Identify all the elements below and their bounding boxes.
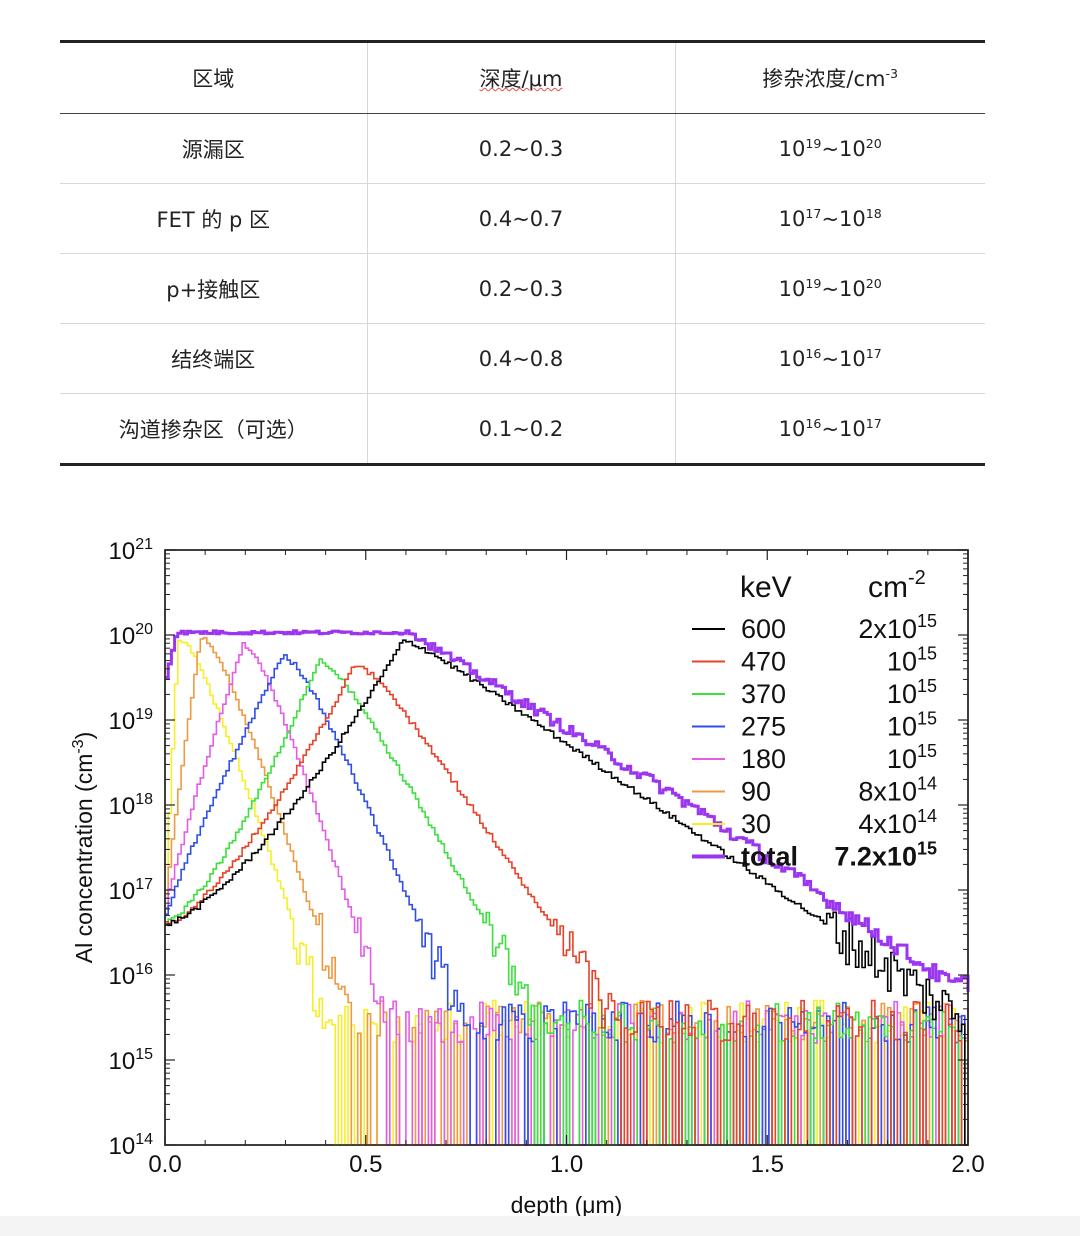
y-tick-label: 1014 <box>109 1131 154 1160</box>
y-tick-label: 1017 <box>109 876 154 905</box>
y-tick-label: 1020 <box>109 621 154 650</box>
conc-tilde: ~ <box>821 136 840 161</box>
cell-depth: 0.4~0.8 <box>366 323 676 394</box>
legend-energy-total: total <box>741 842 798 872</box>
header-concentration-sup: -3 <box>885 66 899 81</box>
x-tick-label: 0.0 <box>148 1151 181 1178</box>
y-tick-label: 1019 <box>109 706 154 735</box>
legend-dose-90: 8x1014 <box>858 774 937 807</box>
cell-region: 结终端区 <box>60 323 368 394</box>
doping-table-container: 区域 深度/μm 掺杂浓度/cm-3 源漏区 0.2~0.3 1019~1020 FE… <box>60 40 985 466</box>
cell-concentration: 1017~1018 <box>674 183 985 254</box>
table-body: 源漏区 0.2~0.3 1019~1020 FET 的 p 区 0.4~0.7 1017~… <box>60 113 985 466</box>
conc-tilde: ~ <box>821 276 840 301</box>
conc-exp-low: 19 <box>805 275 822 291</box>
conc-exp-high: 20 <box>865 135 882 151</box>
cell-concentration: 1016~1017 <box>674 393 985 466</box>
legend-energy-600: 600 <box>741 614 786 644</box>
cell-depth: 0.4~0.7 <box>366 183 676 254</box>
cell-region: FET 的 p 区 <box>60 183 368 254</box>
series-line-total <box>165 629 970 992</box>
legend-dose-470: 1015 <box>887 644 937 677</box>
series-line-600 <box>165 639 968 1146</box>
legend-dose-180: 1015 <box>887 741 937 774</box>
table-row: p+接触区 0.2~0.3 1019~1020 <box>60 253 985 324</box>
table-row: 结终端区 0.4~0.8 1016~1017 <box>60 323 985 394</box>
conc-exp-high: 18 <box>865 205 882 221</box>
legend-dose-275: 1015 <box>887 709 937 742</box>
y-tick-label: 1021 <box>109 536 154 565</box>
conc-base-low: 10 <box>778 206 806 231</box>
conc-base-high: 10 <box>839 136 866 161</box>
conc-exp-low: 17 <box>805 205 822 221</box>
series-line-370 <box>165 658 969 1146</box>
cell-concentration: 1019~1020 <box>674 113 985 184</box>
conc-base-high: 10 <box>839 346 866 371</box>
header-concentration-text: 掺杂浓度/cm <box>762 67 886 91</box>
table-header-row: 区域 深度/μm 掺杂浓度/cm-3 <box>60 41 985 114</box>
series-line-275 <box>165 654 969 1146</box>
cell-region: p+接触区 <box>60 253 368 324</box>
table-row: FET 的 p 区 0.4~0.7 1017~1018 <box>60 183 985 254</box>
conc-exp-high: 20 <box>865 275 882 291</box>
header-concentration: 掺杂浓度/cm-3 <box>674 41 985 114</box>
legend-dose-600: 2x1015 <box>858 611 937 644</box>
conc-exp-high: 17 <box>865 415 882 431</box>
y-tick-label: 1015 <box>109 1046 154 1075</box>
conc-base-low: 10 <box>778 136 806 161</box>
table-row: 沟道掺杂区（可选） 0.1~0.2 1016~1017 <box>60 393 985 466</box>
conc-base-high: 10 <box>839 206 866 231</box>
legend-energy-180: 180 <box>741 744 786 774</box>
implant-profile-chart: 1014 1015 1016 1017 1018 1019 1020 1021 0.0 0.5 1.… <box>70 536 985 1218</box>
x-tick-label: 1.0 <box>550 1151 583 1178</box>
cell-region: 源漏区 <box>60 113 368 184</box>
conc-base-high: 10 <box>839 276 866 301</box>
bottom-margin-strip <box>0 1216 1080 1236</box>
y-axis-title: Al concentration (cm-3) <box>70 732 97 964</box>
header-region: 区域 <box>60 41 368 114</box>
conc-exp-low: 16 <box>805 345 822 361</box>
legend-energy-370: 370 <box>741 679 786 709</box>
legend-energy-470: 470 <box>741 647 786 677</box>
conc-tilde: ~ <box>821 346 840 371</box>
y-tick-label: 1016 <box>109 961 154 990</box>
doping-table: 区域 深度/μm 掺杂浓度/cm-3 源漏区 0.2~0.3 1019~1020 FE… <box>60 40 985 466</box>
legend-energy-90: 90 <box>741 777 771 807</box>
conc-base-high: 10 <box>839 416 866 441</box>
header-depth: 深度/μm <box>366 41 676 114</box>
legend-header-dose: cm-2 <box>868 567 926 604</box>
conc-tilde: ~ <box>821 206 840 231</box>
conc-base-low: 10 <box>778 276 806 301</box>
conc-exp-low: 16 <box>805 415 822 431</box>
legend-dose-total: 7.2x1015 <box>834 839 937 872</box>
cell-concentration: 1016~1017 <box>674 323 985 394</box>
conc-base-low: 10 <box>778 416 806 441</box>
header-depth-text: 深度/μm <box>479 67 563 91</box>
y-tick-label: 1018 <box>109 791 154 820</box>
conc-tilde: ~ <box>821 416 840 441</box>
chart-container: 1014 1015 1016 1017 1018 1019 1020 1021 0.0 0.5 1.… <box>0 500 1080 1236</box>
cell-region: 沟道掺杂区（可选） <box>60 393 368 466</box>
x-tick-label: 2.0 <box>951 1151 984 1178</box>
cell-depth: 0.2~0.3 <box>366 253 676 324</box>
cell-depth: 0.1~0.2 <box>366 393 676 466</box>
cell-concentration: 1019~1020 <box>674 253 985 324</box>
cell-depth: 0.2~0.3 <box>366 113 676 184</box>
table-row: 源漏区 0.2~0.3 1019~1020 <box>60 113 985 184</box>
conc-base-low: 10 <box>778 346 806 371</box>
legend-dose-30: 4x1014 <box>858 806 937 839</box>
conc-exp-high: 17 <box>865 345 882 361</box>
conc-exp-low: 19 <box>805 135 822 151</box>
x-axis-title: depth (μm) <box>511 1192 623 1218</box>
legend-energy-275: 275 <box>741 712 786 742</box>
legend-energy-30: 30 <box>741 809 771 839</box>
x-tick-label: 1.5 <box>751 1151 784 1178</box>
legend-dose-370: 1015 <box>887 676 937 709</box>
legend-header-kev: keV <box>740 571 792 604</box>
x-tick-label: 0.5 <box>349 1151 382 1178</box>
